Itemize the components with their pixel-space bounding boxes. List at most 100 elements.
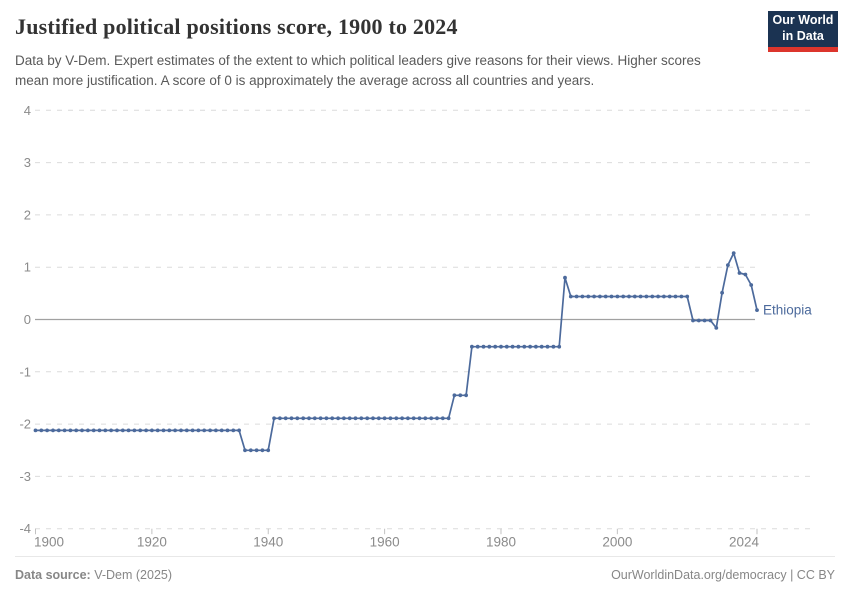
x-tick-label-1900: 1900 (34, 535, 64, 550)
ethiopia-data-point (406, 416, 410, 421)
ethiopia-data-point (400, 416, 404, 421)
ethiopia-data-point (243, 448, 247, 453)
ethiopia-data-point (755, 308, 759, 312)
ethiopia-data-point (667, 294, 672, 299)
ethiopia-data-point (190, 428, 195, 433)
ethiopia-data-point (528, 344, 532, 349)
ethiopia-data-point (103, 428, 108, 433)
ethiopia-data-point (592, 294, 596, 299)
ethiopia-data-point (557, 344, 562, 349)
ethiopia-data-point (167, 428, 172, 433)
ethiopia-data-point (574, 294, 579, 299)
ethiopia-data-point (115, 428, 119, 433)
ethiopia-data-point (749, 283, 754, 287)
ethiopia-data-point (417, 416, 422, 421)
ethiopia-data-point (603, 294, 608, 299)
ethiopia-data-point (289, 416, 294, 421)
ethiopia-data-point (272, 416, 276, 421)
ethiopia-data-point (656, 294, 660, 299)
ethiopia-data-point (644, 294, 649, 299)
y-tick-label-3: 3 (24, 155, 31, 170)
ethiopia-data-point (429, 416, 434, 421)
x-tick-label-2000: 2000 (602, 535, 632, 550)
ethiopia-data-point (446, 416, 451, 421)
ethiopia-data-point (638, 294, 643, 299)
ethiopia-data-point (202, 428, 207, 433)
ethiopia-data-point (394, 416, 399, 421)
ethiopia-data-point (138, 428, 143, 433)
ethiopia-data-point (534, 344, 538, 349)
x-tick-label-1940: 1940 (253, 535, 283, 550)
ethiopia-data-point (51, 428, 55, 433)
y-tick-label-4: 4 (24, 103, 31, 118)
ethiopia-data-point (97, 428, 102, 433)
ethiopia-data-point (382, 416, 387, 421)
ethiopia-data-point (598, 294, 602, 299)
ethiopia-data-point (225, 428, 230, 433)
ethiopia-data-point (679, 294, 684, 299)
ethiopia-data-point (440, 416, 445, 421)
ethiopia-data-point (388, 416, 393, 421)
ethiopia-data-point (708, 318, 713, 323)
ethiopia-data-point (353, 416, 358, 421)
ethiopia-data-point (312, 416, 317, 421)
owid-logo-line2: in Data (782, 29, 824, 43)
ethiopia-data-point (580, 294, 585, 299)
ethiopia-data-point (109, 428, 113, 433)
ethiopia-data-point (621, 294, 626, 299)
ethiopia-data-point (615, 294, 620, 299)
ethiopia-data-point (39, 428, 44, 433)
ethiopia-data-point (487, 344, 492, 349)
chart-subtitle: Data by V-Dem. Expert estimates of the e… (15, 53, 701, 88)
owid-logo[interactable]: Our World in Data (768, 11, 838, 52)
owid-logo-line1: Our World (772, 13, 834, 28)
entity-label-ethiopia[interactable]: Ethiopia (763, 303, 812, 318)
y-tick-label--3: -3 (19, 469, 31, 484)
ethiopia-data-point (144, 428, 149, 433)
ethiopia-data-point (475, 344, 480, 349)
ethiopia-data-point (499, 344, 503, 349)
ethiopia-data-point (737, 271, 742, 275)
x-tick-label-1960: 1960 (370, 535, 400, 550)
ethiopia-data-point (208, 428, 213, 433)
ethiopia-line[interactable] (35, 252, 758, 452)
ethiopia-data-point (278, 416, 282, 421)
ethiopia-data-point (423, 416, 428, 421)
ethiopia-data-point (359, 416, 364, 421)
ethiopia-data-point (696, 318, 701, 323)
ethiopia-data-point (458, 393, 463, 398)
ethiopia-data-point (702, 318, 707, 323)
ethiopia-data-point (120, 428, 125, 433)
ethiopia-data-point (86, 428, 90, 433)
ethiopia-data-point (260, 448, 265, 453)
ethiopia-data-point (266, 448, 271, 453)
ethiopia-data-point (33, 428, 38, 433)
ethiopia-data-point (150, 428, 154, 433)
license-link[interactable]: OurWorldinData.org/democracy | CC BY (611, 568, 835, 582)
ethiopia-data-point (470, 344, 474, 349)
ethiopia-data-point (248, 448, 253, 453)
ethiopia-data-point (45, 428, 49, 433)
ethiopia-data-point (411, 416, 416, 421)
ethiopia-data-point (464, 393, 468, 398)
ethiopia-data-point (237, 428, 242, 433)
ethiopia-data-point (650, 294, 655, 299)
ethiopia-data-point (563, 275, 567, 280)
ethiopia-data-point (126, 428, 131, 433)
ethiopia-data-point (504, 344, 509, 349)
ethiopia-data-point (155, 428, 160, 433)
ethiopia-data-point (662, 294, 666, 299)
ethiopia-data-point (196, 428, 201, 433)
ethiopia-data-point (539, 344, 544, 349)
data-source: Data source: V-Dem (2025) (15, 568, 172, 582)
y-tick-label-2: 2 (24, 207, 31, 222)
ethiopia-data-point (318, 416, 323, 421)
ethiopia-data-point (551, 344, 556, 349)
ethiopia-data-point (254, 448, 259, 453)
ethiopia-data-point (743, 272, 748, 277)
ethiopia-data-point (632, 294, 637, 299)
ethiopia-data-point (726, 263, 730, 267)
ethiopia-data-point (435, 416, 439, 421)
y-tick-label-0: 0 (24, 312, 31, 327)
ethiopia-data-point (336, 416, 340, 421)
